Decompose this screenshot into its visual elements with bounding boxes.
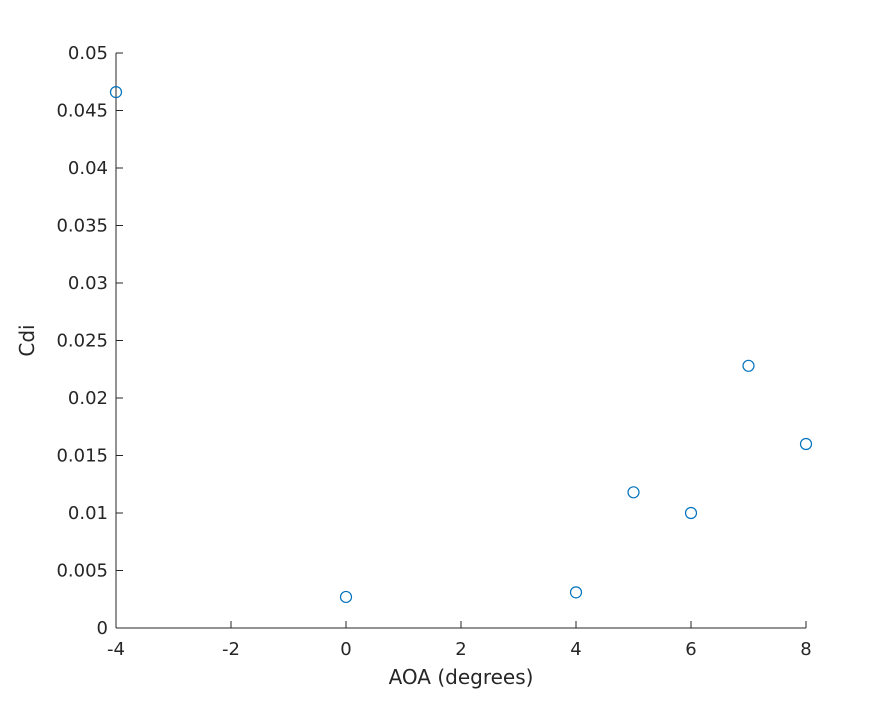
- data-points: [109, 85, 813, 604]
- x-tick-label: -2: [222, 639, 240, 660]
- data-point: [627, 486, 640, 499]
- data-point: [109, 85, 123, 99]
- axes: [115, 53, 806, 629]
- x-tick-label: 2: [455, 639, 466, 660]
- y-tick-label: 0.01: [68, 503, 108, 524]
- y-ticks: 0 0.005 0.01 0.015 0.02 0.025 0.03 0.035 0.04 0.0…: [56, 43, 123, 639]
- y-tick-label: 0: [97, 618, 108, 639]
- x-axis-label: AOA (degrees): [389, 665, 534, 689]
- y-tick-label: 0.05: [68, 43, 108, 64]
- data-point: [799, 437, 813, 451]
- data-point: [339, 590, 353, 604]
- x-tick-label: 8: [800, 639, 811, 660]
- y-tick-label: 0.045: [56, 101, 108, 122]
- y-axis-label: Cdi: [15, 324, 39, 356]
- y-tick-label: 0.02: [68, 388, 108, 409]
- y-tick-label: 0.005: [56, 561, 108, 582]
- y-tick-label: 0.04: [68, 158, 108, 179]
- x-ticks: -4 -2 0 2 4 6 8: [107, 621, 812, 660]
- x-tick-label: 4: [570, 639, 581, 660]
- x-tick-label: -4: [107, 639, 125, 660]
- y-tick-label: 0.035: [56, 216, 108, 237]
- y-tick-label: 0.015: [56, 446, 108, 467]
- y-tick-label: 0.03: [68, 273, 108, 294]
- x-tick-label: 6: [685, 639, 696, 660]
- x-tick-label: 0: [340, 639, 351, 660]
- data-point: [569, 586, 583, 599]
- data-point: [684, 506, 698, 520]
- data-point: [742, 359, 755, 372]
- y-tick-label: 0.025: [56, 331, 108, 352]
